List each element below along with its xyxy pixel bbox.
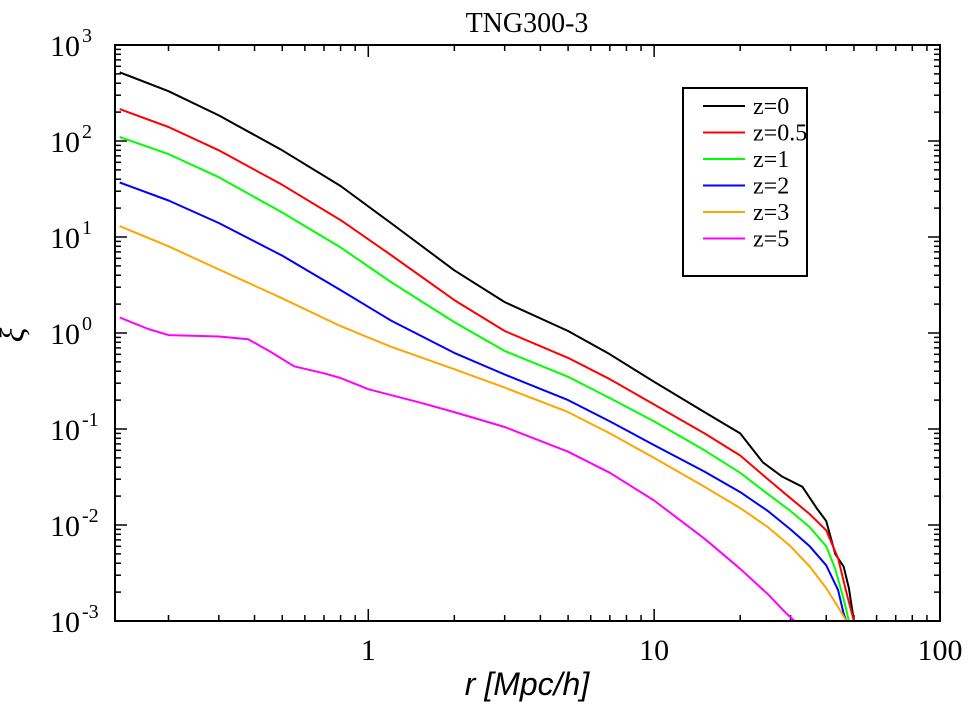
chart-title: TNG300-3 (466, 8, 589, 39)
legend-box (682, 87, 808, 277)
y-tick-label: 10 (50, 222, 80, 255)
y-tick-label: 10 (50, 126, 80, 159)
legend-label: z=0 (753, 94, 789, 120)
plot-frame (114, 44, 941, 622)
series-line-z-1 (119, 136, 850, 621)
series-line-z-0-5 (119, 108, 855, 621)
y-tick-exponent: -1 (82, 409, 99, 431)
legend-label: z=3 (753, 200, 789, 226)
y-tick-exponent: -3 (82, 601, 99, 623)
y-tick-label: 10 (50, 606, 80, 639)
series-layer (119, 71, 855, 621)
series-line-z-5 (119, 316, 796, 621)
legend-label: z=5 (753, 227, 789, 253)
y-axis-label: ξ (0, 327, 32, 342)
series-line-z-2 (119, 181, 848, 621)
x-tick-label: 10 (639, 634, 669, 667)
y-tick-label: 10 (50, 414, 80, 447)
y-tick-exponent: 3 (82, 25, 92, 47)
y-tick-exponent: 0 (82, 313, 92, 335)
y-tick-exponent: 2 (82, 121, 92, 143)
y-tick-exponent: 1 (82, 217, 92, 239)
series-line-z-3 (119, 225, 848, 621)
legend-label: z=0.5 (753, 121, 807, 147)
legend-label: z=1 (753, 147, 789, 173)
y-tick-exponent: -2 (82, 505, 99, 527)
series-line-z-0 (119, 71, 855, 621)
x-tick-label: 1 (361, 634, 376, 667)
legend: z=0z=0.5z=1z=2z=3z=5 (682, 87, 808, 277)
legend-label: z=2 (753, 174, 789, 200)
y-tick-label: 10 (50, 30, 80, 63)
y-tick-label: 10 (50, 510, 80, 543)
x-axis-label: r [Mpc/h] (465, 666, 591, 702)
x-tick-label: 100 (918, 634, 963, 667)
y-tick-label: 10 (50, 318, 80, 351)
